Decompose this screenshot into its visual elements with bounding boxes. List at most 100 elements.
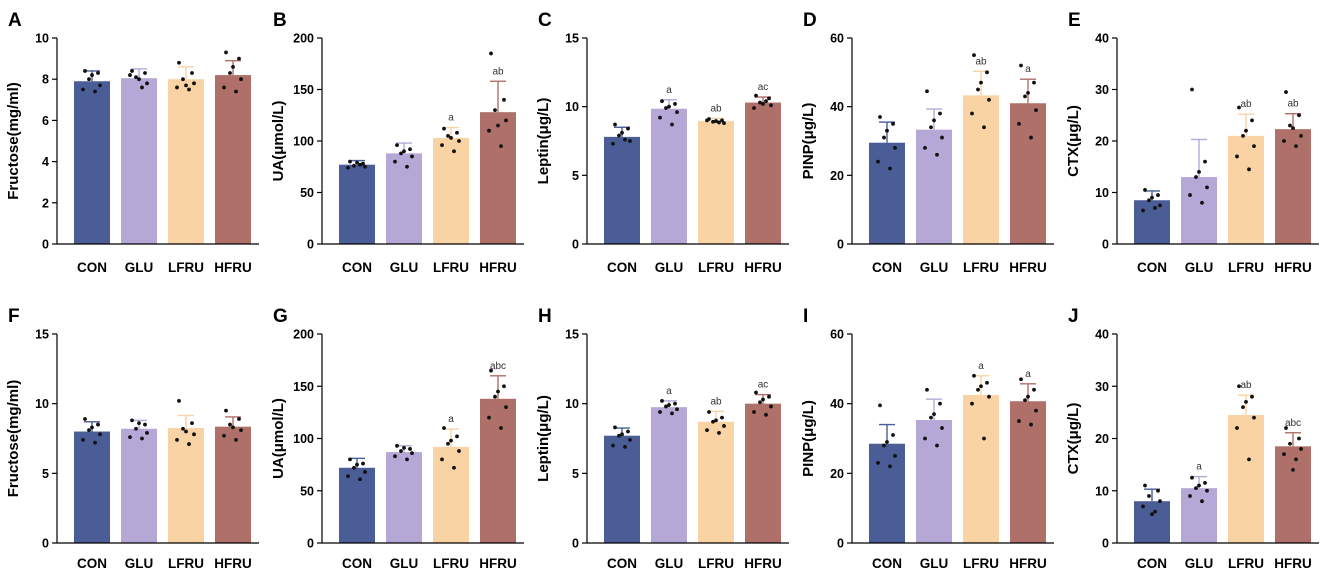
y-axis-label: CTX(μg/L) [1065, 403, 1082, 475]
bar-hfru [1010, 401, 1046, 543]
x-tick-label: HFRU [744, 260, 782, 275]
y-tick-label: 200 [293, 328, 314, 342]
data-point [929, 415, 933, 420]
significance-label: ab [710, 103, 722, 114]
data-point [1294, 144, 1298, 149]
data-point [496, 123, 500, 128]
data-point [714, 119, 718, 123]
data-point [1200, 499, 1204, 504]
data-point [1288, 441, 1292, 446]
data-point [1147, 198, 1151, 203]
data-point [395, 443, 399, 448]
bar-glu [916, 129, 952, 244]
data-point [98, 432, 102, 437]
data-point [140, 85, 144, 90]
data-point [935, 152, 939, 157]
y-tick-label: 5 [572, 169, 579, 183]
data-point [705, 118, 709, 123]
x-tick-label: GLU [1185, 260, 1214, 275]
bar-lfru [698, 121, 734, 244]
data-point [190, 421, 194, 426]
data-point [440, 457, 444, 462]
x-tick-label: CON [77, 260, 107, 275]
data-point [1205, 185, 1209, 190]
data-point [932, 118, 936, 123]
data-point [714, 418, 718, 423]
data-point [979, 80, 983, 85]
bar-lfru [168, 79, 204, 244]
data-point [675, 110, 679, 115]
x-tick-label: LFRU [698, 260, 734, 275]
x-tick-label: CON [342, 556, 372, 571]
x-tick-label: HFRU [214, 260, 252, 275]
data-point [181, 77, 185, 82]
panel-a: A Fructose(mg/ml) 0 2 4 6 8 10 CON GLU LFRU HFRU [5, 10, 259, 275]
data-point [888, 166, 892, 171]
data-point [891, 433, 895, 437]
data-point [1299, 133, 1303, 138]
data-point [893, 145, 897, 150]
data-point [361, 161, 365, 166]
significance-label: a [1025, 369, 1031, 380]
bar-glu [121, 78, 157, 244]
data-point [224, 408, 228, 413]
data-point [395, 143, 399, 148]
data-point [885, 440, 889, 444]
panel-letter: J [1068, 306, 1079, 327]
x-tick-label: HFRU [744, 556, 782, 571]
x-tick-label: CON [872, 556, 902, 571]
y-tick-label: 0 [837, 238, 844, 252]
x-tick-label: LFRU [168, 260, 204, 275]
bar-glu [1181, 177, 1217, 244]
data-point [222, 85, 226, 90]
bar-hfru [215, 75, 251, 244]
x-tick-label: HFRU [1274, 260, 1312, 275]
y-tick-label: 20 [1095, 432, 1109, 446]
data-point [705, 428, 709, 433]
data-point [442, 426, 446, 430]
data-point [1250, 394, 1254, 399]
y-tick-label: 100 [293, 432, 314, 446]
data-point [1032, 387, 1036, 392]
bar-hfru [1275, 446, 1311, 543]
data-point [1297, 113, 1301, 118]
data-point [1252, 144, 1256, 149]
data-point [932, 412, 936, 417]
bar-lfru [168, 428, 204, 543]
data-point [1153, 509, 1157, 514]
data-point [628, 139, 632, 143]
bar-lfru [698, 421, 734, 543]
data-point [613, 122, 617, 127]
y-tick-label: 40 [830, 397, 844, 411]
panel-f: F Fructose(mg/ml) 0 5 10 15 CON GLU LFRU HFRU [5, 306, 259, 571]
y-tick-label: 40 [830, 100, 844, 114]
y-tick-label: 2 [42, 196, 49, 210]
data-point [348, 457, 352, 462]
data-point [987, 394, 991, 399]
data-point [667, 104, 671, 109]
y-tick-label: 30 [1095, 83, 1109, 97]
significance-label: ab [710, 396, 722, 407]
data-point [923, 436, 927, 441]
data-point [361, 461, 365, 466]
data-point [673, 102, 677, 106]
data-point [620, 130, 624, 135]
data-point [143, 71, 147, 75]
data-point [222, 433, 226, 438]
panel-letter: C [538, 10, 552, 31]
significance-label: ab [1287, 99, 1299, 110]
x-tick-label: CON [872, 260, 902, 275]
data-point [363, 164, 367, 169]
panel-letter: F [8, 306, 20, 327]
data-point [935, 443, 939, 448]
data-point [1194, 175, 1198, 179]
data-point [446, 441, 450, 446]
y-tick-label: 200 [293, 32, 314, 46]
data-point [446, 133, 450, 138]
data-point [658, 410, 662, 414]
data-point [1297, 436, 1301, 441]
data-point [1250, 118, 1254, 123]
data-point [670, 122, 674, 127]
data-point [929, 125, 933, 130]
data-point [231, 64, 235, 69]
